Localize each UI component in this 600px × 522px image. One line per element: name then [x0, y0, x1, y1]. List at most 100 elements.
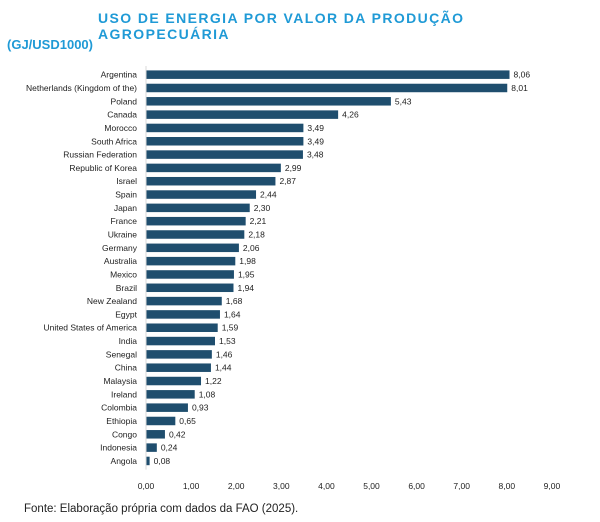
- value-label: 5,43: [395, 96, 412, 106]
- x-tick-label: 2,00: [228, 481, 245, 491]
- value-label: 1,59: [222, 323, 239, 333]
- value-labels: 8,06 8,01 5,43 4,26 3,49 3,49 3,48 2,99 2,872,44…: [154, 70, 531, 466]
- category-label: China: [115, 363, 137, 373]
- category-label: Ireland: [111, 389, 137, 399]
- bar: [146, 243, 239, 253]
- category-label: New Zealand: [87, 296, 137, 306]
- category-label: Indonesia: [100, 443, 137, 453]
- value-label: 1,95: [238, 269, 255, 279]
- bar: [146, 137, 304, 146]
- category-label: Morocco: [104, 123, 137, 133]
- value-label: 2,18: [248, 230, 265, 240]
- category-label: Netherlands (Kingdom of the): [26, 83, 137, 93]
- bar: [146, 176, 276, 186]
- bar: [146, 216, 246, 226]
- bar: [146, 123, 304, 133]
- chart-subtitle: (GJ/USD1000): [7, 37, 93, 52]
- x-tick-label: 9,00: [544, 481, 561, 491]
- category-label: India: [119, 336, 138, 346]
- value-label: 4,26: [342, 110, 359, 120]
- value-label: 1,22: [205, 376, 222, 386]
- bar: [146, 190, 257, 199]
- bar: [146, 83, 508, 93]
- bar: [146, 283, 234, 293]
- category-label: Brazil: [116, 283, 137, 293]
- category-label: United States of America: [43, 323, 137, 333]
- bar: [146, 363, 211, 372]
- category-label: Malaysia: [103, 376, 137, 386]
- value-label: 1,98: [239, 256, 256, 266]
- bars-layer: [146, 70, 510, 466]
- category-label: Israel: [116, 176, 137, 186]
- category-label: Angola: [111, 456, 138, 466]
- source-note: Fonte: Elaboração própria com dados da F…: [24, 503, 299, 515]
- value-label: 1,53: [219, 336, 236, 346]
- value-label: 2,21: [250, 216, 267, 226]
- value-label: 8,01: [511, 83, 528, 93]
- bar: [146, 390, 195, 399]
- value-label: 1,68: [226, 296, 243, 306]
- value-label: 1,64: [224, 309, 241, 319]
- value-label: 0,42: [169, 429, 186, 439]
- category-label: Canada: [107, 110, 137, 120]
- category-label: Congo: [112, 429, 137, 439]
- category-label: Germany: [102, 243, 138, 253]
- value-label: 3,49: [307, 123, 324, 133]
- bar: [146, 256, 236, 266]
- x-tick-label: 0,00: [138, 481, 155, 491]
- category-label: Egypt: [115, 309, 137, 319]
- x-tick-label: 3,00: [273, 481, 290, 491]
- category-label: Spain: [115, 190, 137, 200]
- category-label: Ethiopia: [106, 416, 137, 426]
- value-label: 8,06: [514, 70, 531, 80]
- value-label: 0,08: [154, 456, 171, 466]
- bar: [146, 270, 234, 279]
- value-label: 0,65: [179, 416, 196, 426]
- value-label: 3,48: [307, 150, 324, 160]
- bar: [146, 350, 212, 359]
- value-label: 2,06: [243, 243, 260, 253]
- bar: [146, 110, 339, 119]
- category-label: Mexico: [110, 269, 137, 279]
- x-tick-label: 7,00: [453, 481, 470, 491]
- value-label: 1,44: [215, 363, 232, 373]
- category-label: Republic of Korea: [69, 163, 137, 173]
- value-label: 0,93: [192, 403, 209, 413]
- bar: [146, 296, 222, 306]
- bar: [146, 336, 215, 346]
- category-label: Russian Federation: [63, 150, 137, 160]
- bar: [146, 70, 510, 79]
- value-label: 3,49: [307, 136, 324, 146]
- category-label: Ukraine: [108, 230, 138, 240]
- value-label: 1,08: [199, 389, 216, 399]
- bar: [146, 310, 220, 319]
- bar: [146, 376, 202, 386]
- bar: [146, 403, 188, 412]
- category-label: South Africa: [91, 136, 137, 146]
- bar: [146, 456, 150, 466]
- value-label: 2,87: [279, 176, 296, 186]
- value-label: 1,94: [237, 283, 254, 293]
- value-label: 2,99: [285, 163, 302, 173]
- value-label: 2,44: [260, 190, 277, 200]
- bar: [146, 163, 281, 173]
- bar: [146, 323, 218, 332]
- category-labels: Argentina Netherlands (Kingdom of the) Pol…: [26, 70, 138, 466]
- category-label: Colombia: [101, 403, 137, 413]
- bar: [146, 97, 391, 106]
- value-label: 2,30: [254, 203, 271, 213]
- bar: [146, 150, 303, 159]
- bar: [146, 230, 245, 239]
- category-label: Australia: [104, 256, 137, 266]
- value-label: 0,24: [161, 443, 178, 453]
- x-tick-label: 1,00: [183, 481, 200, 491]
- x-tick-label: 5,00: [363, 481, 380, 491]
- category-label: France: [111, 216, 138, 226]
- category-label: Senegal: [106, 349, 137, 359]
- value-label: 1,46: [216, 349, 233, 359]
- bar: [146, 416, 176, 426]
- x-axis-tick-labels: 0,00 1,00 2,00 3,00 4,00 5,00 6,00 7,00 8,00 9,00: [138, 481, 561, 491]
- x-tick-label: 6,00: [408, 481, 425, 491]
- chart-title: USO DE ENERGIA POR VALOR DA PRODUÇÃO AGR…: [98, 10, 465, 42]
- x-tick-label: 4,00: [318, 481, 335, 491]
